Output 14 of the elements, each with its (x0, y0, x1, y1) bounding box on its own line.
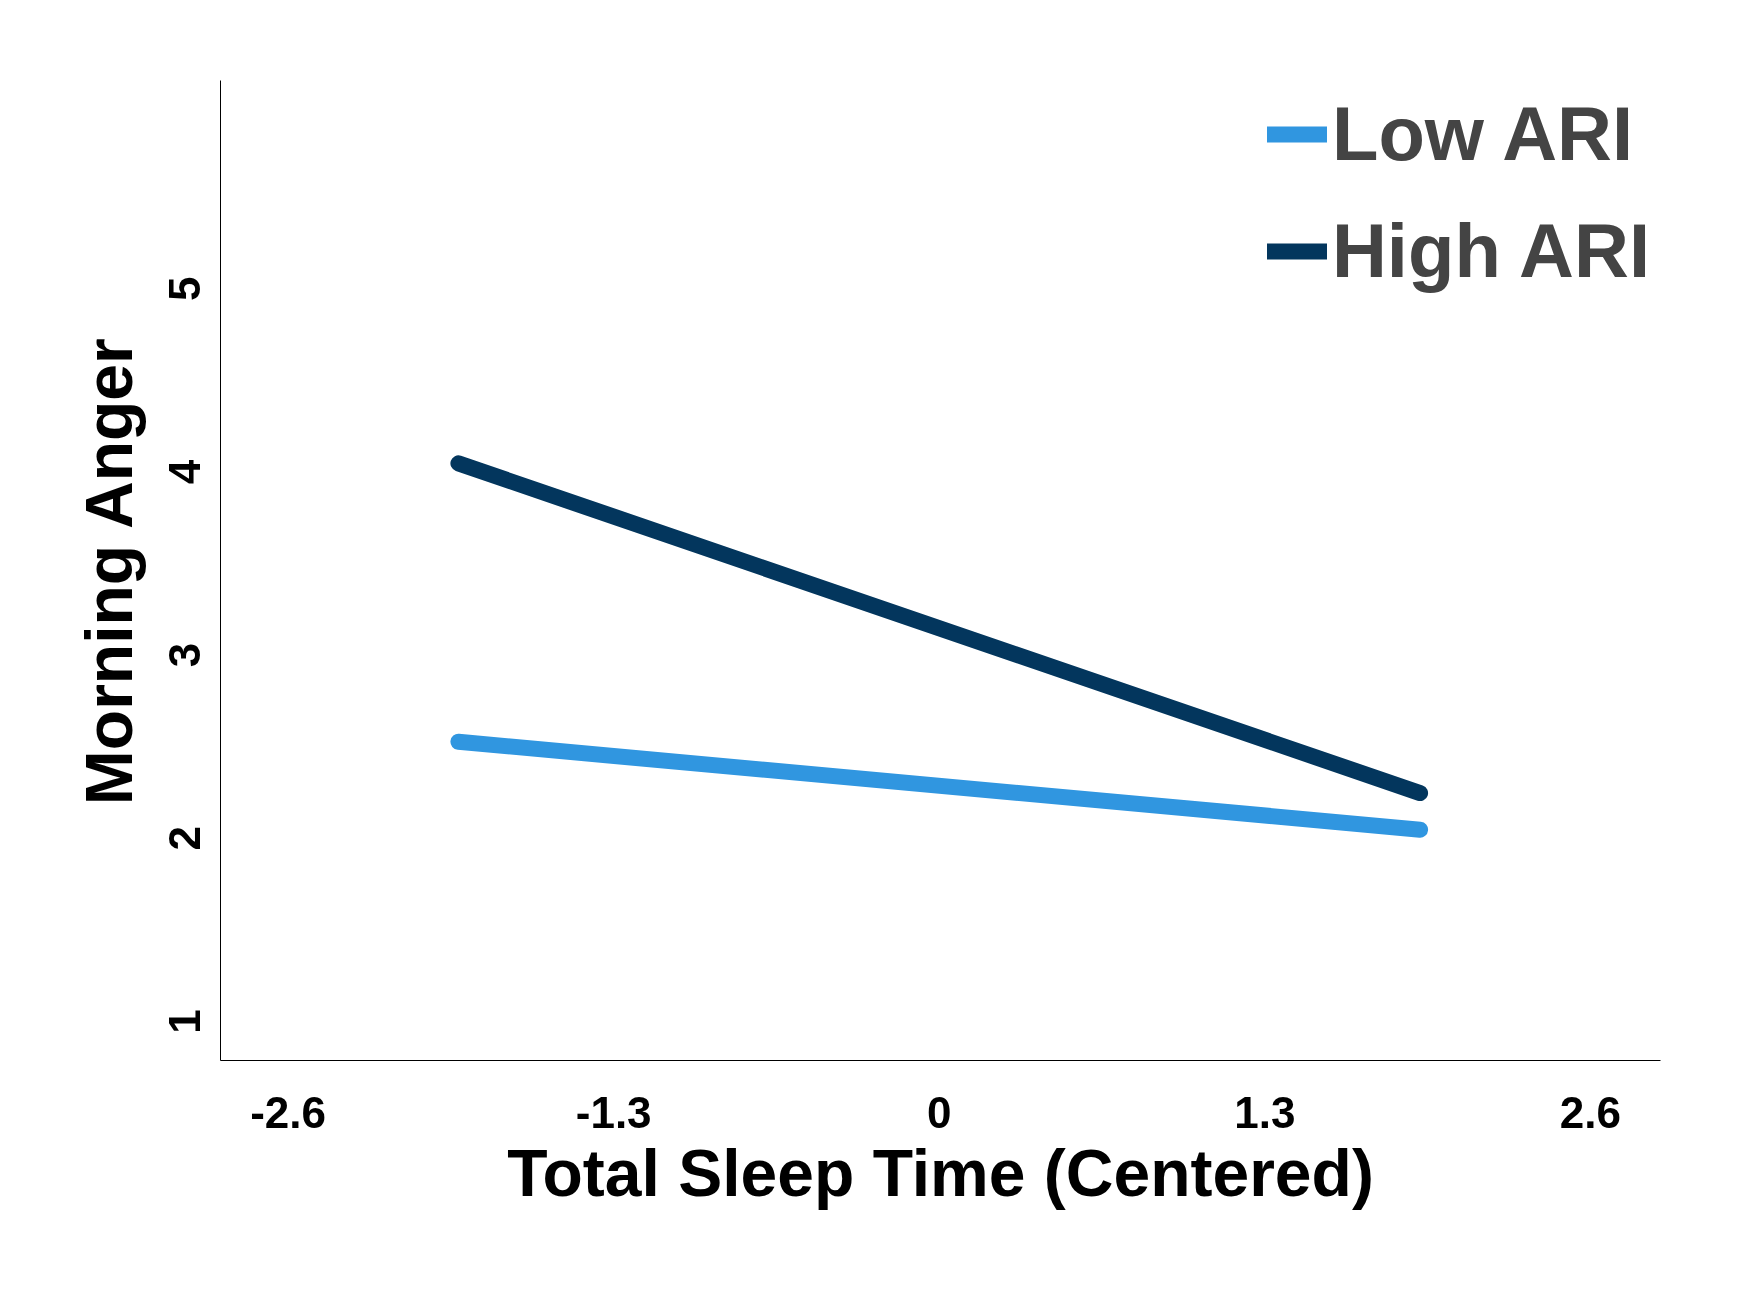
y-tick-label: 5 (160, 276, 209, 301)
y-tick-label: 2 (160, 826, 209, 851)
y-tick-label: 1 (160, 1009, 209, 1034)
y-tick-label: 3 (160, 642, 209, 668)
y-axis-title: Morning Anger (71, 338, 146, 806)
x-tick-label: -1.3 (575, 1087, 652, 1137)
legend-label: High ARI (1331, 207, 1650, 294)
x-axis-title: Total Sleep Time (Centered) (507, 1135, 1374, 1210)
x-tick-label: 0 (927, 1087, 952, 1137)
y-tick-label: 4 (160, 459, 209, 485)
x-tick-label: -2.6 (250, 1087, 327, 1137)
x-tick-label: 1.3 (1234, 1087, 1296, 1137)
x-tick-label: 2.6 (1559, 1087, 1621, 1137)
legend-label: Low ARI (1331, 90, 1634, 177)
